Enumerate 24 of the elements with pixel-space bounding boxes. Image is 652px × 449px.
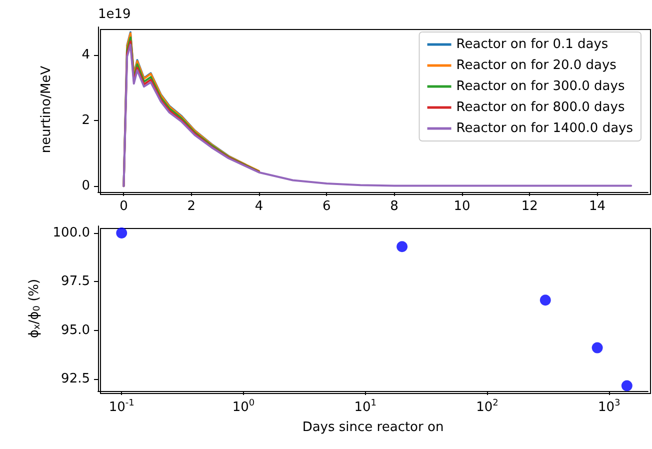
legend-label: Reactor on for 300.0 days [456,79,625,94]
x-tick-label: 4 [254,199,264,214]
y-tick-label: 0 [82,178,90,194]
y-tick-label: 92.5 [61,371,90,386]
y-tick-label: 97.5 [61,274,90,290]
legend-label: Reactor on for 0.1 days [456,37,608,52]
legend-label: Reactor on for 20.0 days [456,58,617,73]
x-tick-label: 0 [120,199,128,214]
x-tick-label: 14 [588,199,606,214]
x-tick-label: 8 [390,199,398,214]
x-tick-label: 10 [454,199,470,214]
y-tick-label: 95.0 [61,322,90,338]
y-tick-label: 100.0 [52,226,90,241]
x-tick-label: 12 [521,199,538,214]
legend-label: Reactor on for 1400.0 days [456,121,634,136]
x-axis-title: Days since reactor on [302,420,444,435]
y-axis-title: ϕx/ϕ0 (%) [26,278,42,338]
y-tick-label: 2 [82,113,90,128]
x-tick-label: 2 [187,199,196,214]
y-axis-title: neurtino/MeV [39,66,54,154]
legend-label: Reactor on for 800.0 days [456,100,625,115]
text: 1e19 [98,7,131,22]
y-tick-label: 4 [82,48,90,63]
x-tick-label: 6 [322,199,331,214]
